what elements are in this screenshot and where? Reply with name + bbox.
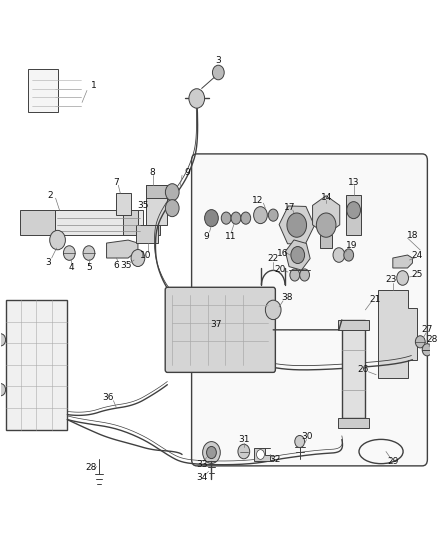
Circle shape [415, 336, 425, 348]
Text: 22: 22 [268, 254, 279, 263]
Text: 10: 10 [140, 251, 152, 260]
Circle shape [212, 65, 224, 80]
Circle shape [291, 247, 304, 263]
Text: 32: 32 [269, 455, 281, 464]
Circle shape [254, 207, 267, 224]
Text: 19: 19 [346, 240, 357, 249]
FancyBboxPatch shape [165, 287, 276, 373]
Bar [320, 235, 332, 248]
Text: 35: 35 [137, 200, 148, 209]
Bar [6, 300, 67, 430]
Text: 8: 8 [150, 168, 155, 177]
Text: 18: 18 [406, 231, 418, 239]
Circle shape [333, 248, 345, 262]
Circle shape [203, 442, 220, 463]
Circle shape [166, 184, 179, 201]
Text: 14: 14 [321, 193, 332, 201]
Polygon shape [393, 255, 413, 268]
Text: 9: 9 [204, 231, 209, 240]
Text: 17: 17 [284, 203, 296, 212]
Polygon shape [55, 210, 143, 235]
Bar [338, 417, 369, 427]
Circle shape [290, 269, 300, 281]
Circle shape [344, 249, 353, 261]
Bar [346, 195, 361, 235]
Polygon shape [106, 240, 138, 258]
Text: 31: 31 [238, 435, 250, 444]
Circle shape [131, 249, 145, 266]
Text: 3: 3 [215, 56, 221, 65]
Text: 37: 37 [211, 320, 222, 329]
Text: 20: 20 [274, 265, 286, 274]
Text: 7: 7 [113, 177, 119, 187]
Circle shape [241, 212, 251, 224]
Circle shape [166, 200, 179, 216]
Circle shape [268, 209, 278, 221]
Polygon shape [378, 290, 417, 378]
Text: 33: 33 [196, 460, 208, 469]
Text: 28: 28 [85, 463, 96, 472]
Circle shape [83, 246, 95, 260]
Bar [338, 320, 369, 330]
Text: 30: 30 [301, 432, 312, 441]
Text: 1: 1 [91, 81, 97, 90]
Circle shape [287, 213, 307, 237]
Text: 27: 27 [421, 325, 433, 334]
Bar [28, 69, 57, 112]
Text: 29: 29 [387, 457, 399, 466]
Circle shape [189, 88, 205, 108]
Text: 6: 6 [113, 261, 119, 270]
Circle shape [49, 230, 65, 250]
Circle shape [257, 450, 265, 459]
Bar [342, 320, 365, 417]
Bar [20, 210, 55, 235]
Circle shape [207, 447, 216, 458]
Circle shape [265, 300, 281, 320]
Text: 24: 24 [412, 251, 423, 260]
Text: 38: 38 [281, 294, 293, 302]
Bar [136, 225, 158, 243]
Text: 4: 4 [68, 263, 74, 272]
Text: 12: 12 [252, 196, 263, 205]
Circle shape [397, 271, 409, 285]
Text: 13: 13 [348, 177, 359, 187]
Text: 34: 34 [196, 473, 207, 482]
FancyBboxPatch shape [191, 154, 427, 466]
Circle shape [231, 212, 241, 224]
Text: 23: 23 [385, 276, 396, 285]
Circle shape [221, 212, 231, 224]
Circle shape [0, 334, 6, 346]
Text: 21: 21 [370, 295, 381, 304]
Circle shape [300, 269, 310, 281]
Text: 28: 28 [426, 335, 438, 344]
Circle shape [205, 209, 218, 227]
Bar [146, 185, 167, 198]
Bar [152, 225, 160, 235]
Bar [117, 193, 131, 215]
Circle shape [316, 213, 336, 237]
Text: 16: 16 [277, 248, 289, 257]
Circle shape [347, 201, 360, 219]
Circle shape [295, 435, 304, 448]
Circle shape [422, 344, 432, 356]
Text: 25: 25 [412, 270, 423, 279]
Circle shape [0, 384, 6, 395]
Text: 35: 35 [120, 261, 132, 270]
Text: 26: 26 [358, 365, 369, 374]
Text: 5: 5 [86, 263, 92, 272]
Bar [123, 210, 138, 235]
Circle shape [64, 246, 75, 260]
Bar [146, 185, 167, 225]
Text: 2: 2 [47, 191, 53, 200]
Text: 36: 36 [103, 393, 114, 402]
Text: 9: 9 [184, 168, 190, 177]
Text: 3: 3 [45, 257, 51, 266]
Text: 11: 11 [225, 231, 237, 240]
Polygon shape [254, 448, 270, 462]
Circle shape [238, 444, 250, 459]
